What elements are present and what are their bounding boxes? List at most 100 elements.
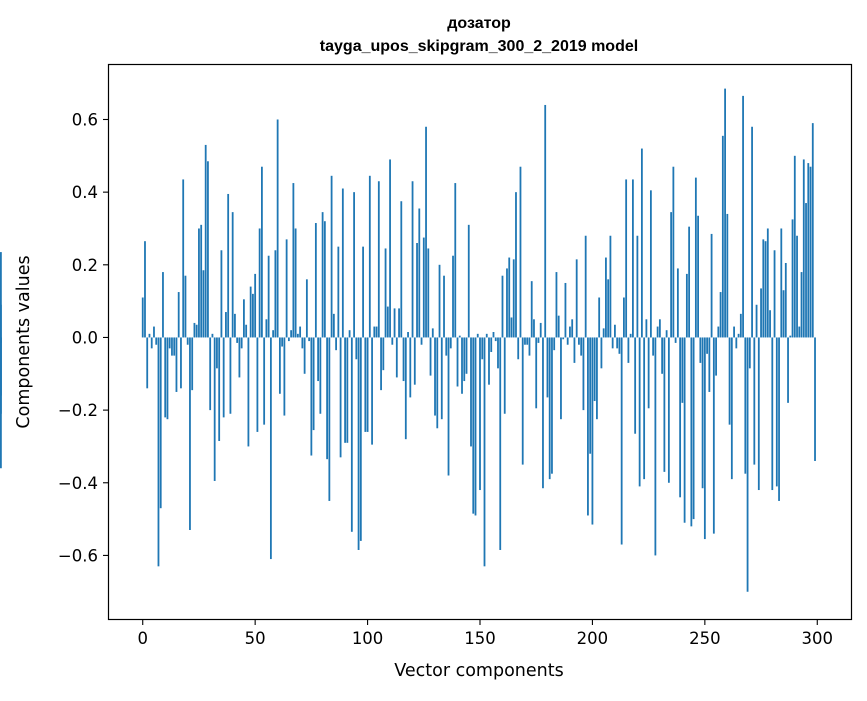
bar [800, 272, 803, 338]
bar [782, 290, 785, 338]
bar [458, 335, 461, 338]
bar [690, 337, 693, 527]
bar [488, 337, 490, 385]
bar [719, 292, 722, 338]
bar [802, 159, 805, 338]
bar [195, 324, 198, 338]
bar [193, 322, 196, 338]
bar [398, 308, 400, 338]
bar [328, 337, 331, 501]
bar [739, 313, 742, 338]
bar [357, 337, 360, 550]
bar [425, 126, 427, 338]
bar [180, 337, 182, 389]
bar [647, 337, 650, 409]
bar-series [0, 88, 816, 592]
bar [467, 224, 470, 338]
y-axis-label: Components values [14, 255, 34, 428]
bar [535, 337, 538, 409]
bar [200, 224, 203, 338]
bar [629, 333, 632, 338]
bar [663, 337, 666, 472]
bar [625, 179, 628, 338]
bar [177, 292, 180, 338]
bar [308, 337, 311, 342]
bar [281, 337, 284, 347]
bar [661, 337, 664, 374]
bar [616, 337, 619, 349]
bar [272, 330, 275, 338]
bar [697, 215, 699, 338]
bar [220, 250, 223, 338]
bar [771, 337, 774, 491]
bar [263, 337, 266, 425]
bar [769, 310, 771, 338]
bar [499, 337, 502, 550]
bar [245, 324, 248, 338]
bar [623, 297, 625, 338]
bar [355, 337, 358, 360]
bar [546, 337, 549, 398]
bar [225, 312, 227, 338]
bar [243, 299, 245, 338]
bar [809, 166, 812, 338]
bar [751, 126, 753, 338]
bar [726, 213, 729, 338]
bar [440, 337, 443, 420]
bar [510, 317, 513, 338]
bar [445, 337, 448, 356]
bar [778, 337, 780, 501]
bar [485, 333, 488, 338]
bar [222, 337, 225, 418]
bar [184, 275, 187, 338]
bar [416, 243, 418, 338]
bar [366, 337, 369, 432]
bar [627, 337, 630, 363]
bar [515, 192, 517, 338]
y-tick-label: −0.2 [58, 401, 98, 420]
bar [218, 337, 221, 441]
bar [371, 337, 373, 445]
bar [618, 337, 621, 354]
bar [330, 175, 333, 338]
bar [287, 337, 290, 342]
bar [706, 337, 708, 354]
bar [364, 337, 367, 432]
bar [674, 337, 677, 343]
bar [512, 259, 515, 338]
bar [436, 337, 439, 429]
bar [310, 337, 313, 456]
bar [676, 268, 679, 338]
bar [171, 337, 173, 356]
bar [766, 228, 769, 338]
bar [717, 326, 720, 338]
bar [438, 264, 441, 338]
bar [688, 226, 691, 338]
bar [285, 239, 288, 338]
bar [611, 337, 614, 349]
bar [429, 337, 432, 376]
bar [461, 337, 463, 394]
bar [640, 148, 643, 338]
bar [452, 255, 454, 338]
x-tick-label: 150 [464, 629, 496, 648]
bar [204, 144, 207, 338]
bar [384, 248, 387, 338]
bar [267, 255, 270, 338]
bar [571, 319, 574, 338]
bar [497, 337, 499, 369]
bar [605, 257, 607, 338]
bar [348, 330, 351, 338]
bar [589, 337, 592, 454]
bar [153, 326, 155, 338]
x-tick-label: 250 [689, 629, 721, 648]
bar [796, 235, 798, 338]
bar [332, 313, 335, 338]
bar [528, 337, 531, 356]
bar [551, 337, 553, 474]
bar [335, 337, 337, 351]
bar [649, 190, 652, 338]
bar [409, 337, 412, 398]
bar [456, 337, 459, 387]
bar [305, 279, 308, 338]
